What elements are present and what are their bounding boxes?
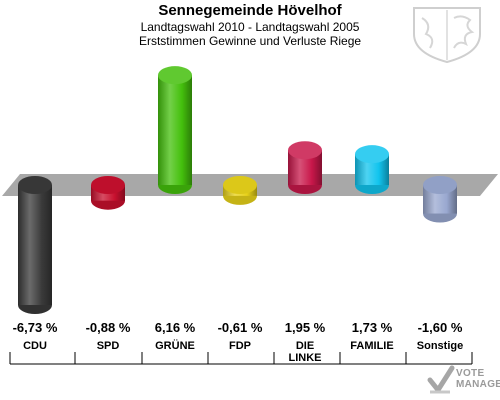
bar-grüne — [158, 66, 192, 194]
coat-of-arms-icon — [413, 7, 481, 64]
chart-subtitle: Landtagswahl 2010 - Landtagswahl 2005 — [140, 20, 360, 34]
chart-header: Sennegemeinde Hövelhof Landtagswahl 2010… — [0, 0, 500, 49]
bar-cdu — [18, 176, 52, 314]
vote-manager-logo: VOTE MANAGER — [426, 362, 500, 400]
bar-fdp — [223, 176, 257, 205]
chart-subtitle-2: Erststimmen Gewinne und Verluste Riege — [138, 34, 362, 48]
chart-title: Sennegemeinde Hövelhof — [158, 2, 342, 19]
bar-familie — [355, 145, 389, 194]
bar-die-linke — [288, 141, 322, 194]
bar-sonstige — [423, 176, 457, 223]
logo-line-2: MANAGER — [456, 379, 500, 390]
bar-spd — [91, 176, 125, 210]
logo-line-1: VOTE — [456, 368, 485, 379]
vote-manager-logo-icon — [427, 365, 455, 394]
